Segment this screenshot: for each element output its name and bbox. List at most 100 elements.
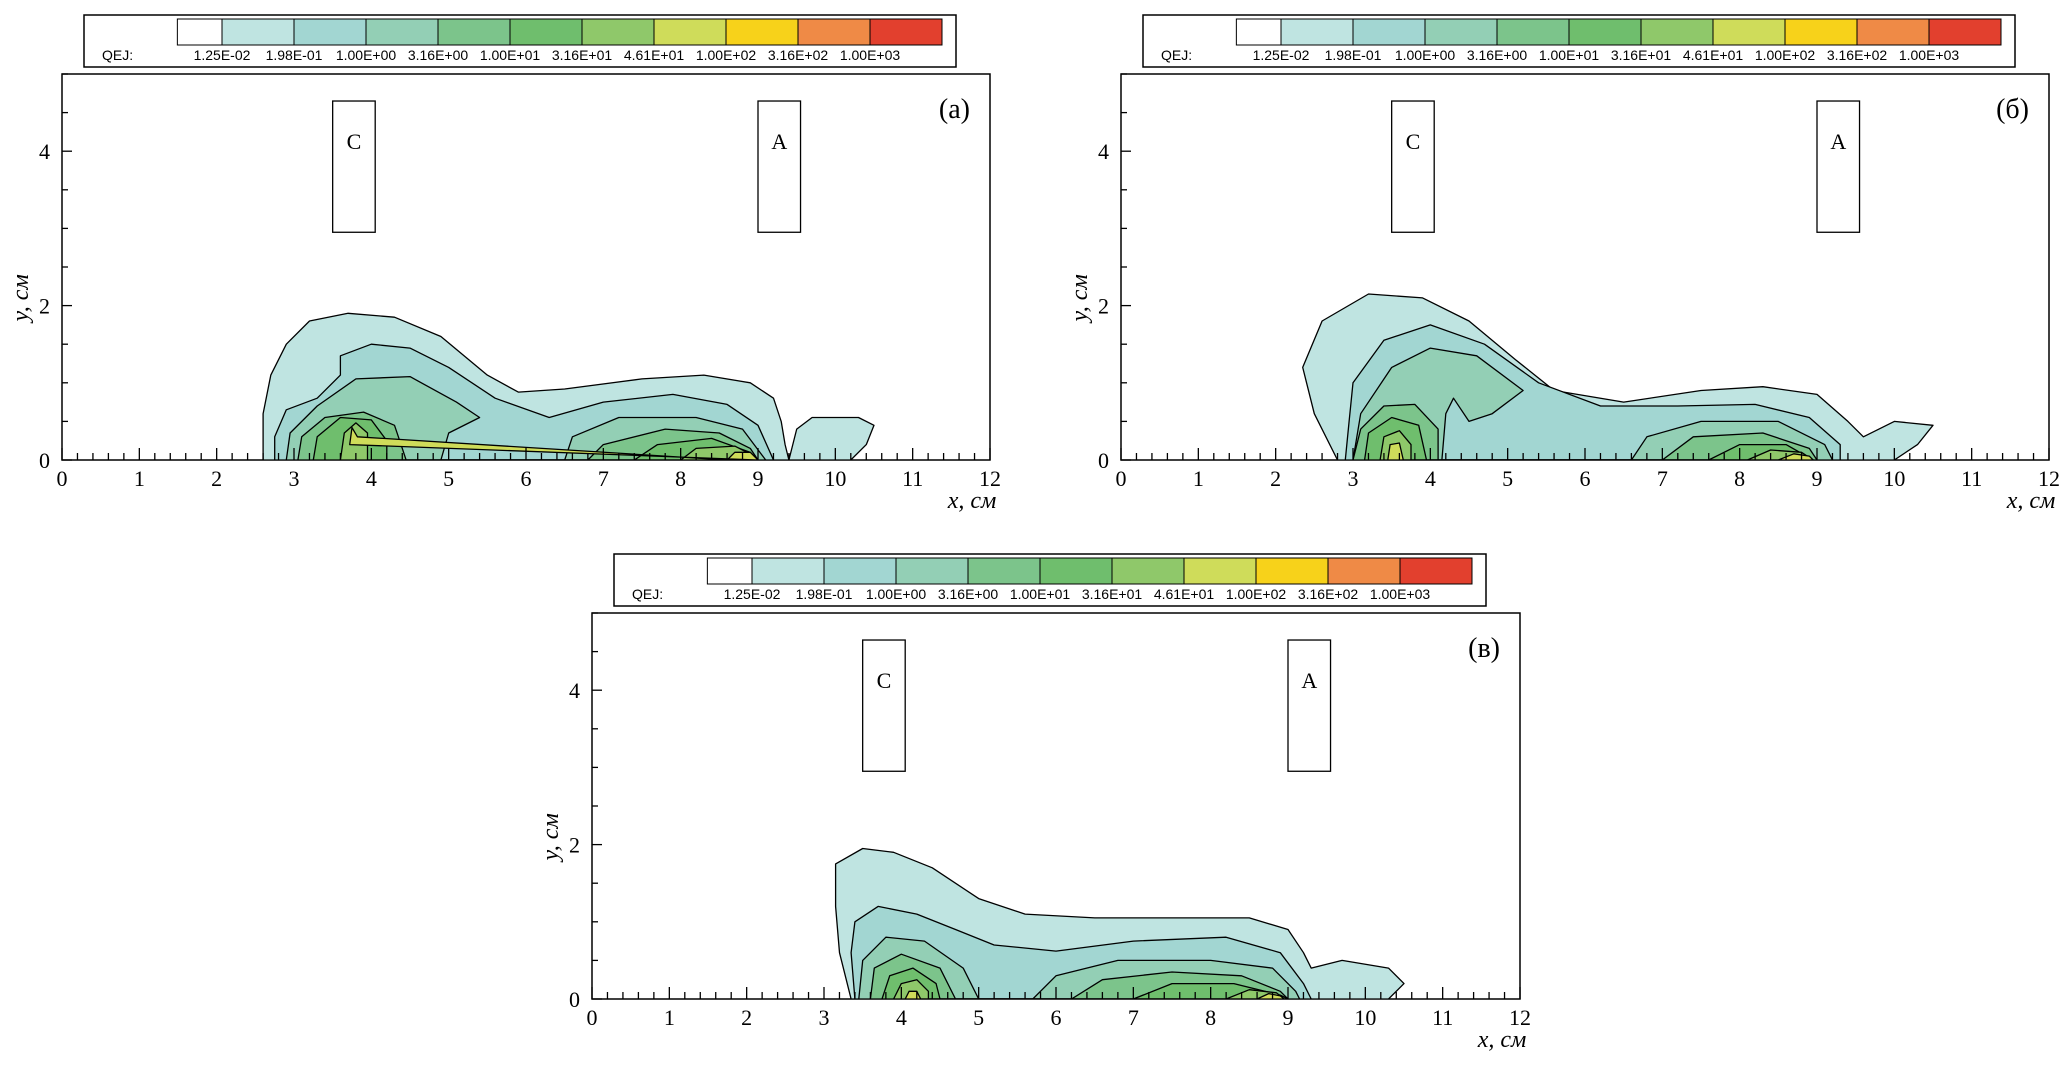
legend-title: QEJ:: [632, 586, 663, 602]
x-tick-label: 7: [1128, 1005, 1139, 1030]
x-axis-label: x, см: [947, 488, 997, 514]
legend-swatch: [1352, 18, 1426, 46]
legend-level-label: 1.98E-01: [266, 47, 323, 63]
legend-level-label: 3.16E+00: [938, 586, 999, 602]
electrode-c: [1391, 100, 1435, 233]
electrode-a: [1816, 100, 1861, 233]
legend-level-label: 1.98E-01: [796, 586, 853, 602]
y-axis-label: y, см: [8, 274, 34, 323]
x-tick-label: 7: [598, 466, 609, 491]
legend-swatch: [437, 18, 511, 46]
x-tick-label: 1: [134, 466, 145, 491]
legend-swatch: [797, 18, 871, 46]
legend-level-label: 3.16E+01: [1082, 586, 1143, 602]
legend-level-label: 1.00E+01: [1539, 47, 1600, 63]
legend-level-label: 3.16E+01: [552, 47, 613, 63]
legend-swatch: [725, 18, 799, 46]
legend-level-label: 1.00E+02: [1226, 586, 1287, 602]
legend-level-label: 3.16E+02: [768, 47, 829, 63]
x-tick-label: 3: [1348, 466, 1359, 491]
x-tick-label: 9: [1283, 1005, 1294, 1030]
legend-swatch: [293, 18, 367, 46]
x-tick-label: 5: [973, 1005, 984, 1030]
legend-swatch: [751, 557, 825, 585]
y-tick-label: 4: [1098, 139, 1109, 164]
contour-fields: [1302, 293, 1934, 460]
x-tick-label: 0: [587, 1005, 598, 1030]
legend-swatch: [1327, 557, 1401, 585]
x-axis-label: x, см: [1477, 1027, 1527, 1053]
panel-label: (а): [939, 94, 970, 125]
legend-swatch: [1183, 557, 1257, 585]
electrode-label: A: [1301, 668, 1317, 693]
legend-swatch: [1399, 557, 1473, 585]
legend-swatch: [895, 557, 969, 585]
x-tick-label: 8: [675, 466, 686, 491]
x-tick-label: 10: [1354, 1005, 1376, 1030]
x-tick-label: 6: [1051, 1005, 1062, 1030]
legend-level-label: 1.25E-02: [1253, 47, 1310, 63]
electrode-label: C: [1406, 129, 1421, 154]
legend-level-label: 4.61E+01: [1683, 47, 1744, 63]
x-tick-label: 12: [979, 466, 1001, 491]
electrode-c: [862, 639, 906, 772]
chart-panel-2: QEJ: 1.25E-02 1.98E-01 1.00E+00 3.16E+00 1.00…: [538, 553, 1531, 1053]
x-tick-label: 9: [1812, 466, 1823, 491]
x-tick-label: 2: [211, 466, 222, 491]
legend-level-label: 1.98E-01: [1325, 47, 1382, 63]
legend-level-label: 3.16E+00: [408, 47, 469, 63]
legend-swatch: [1640, 18, 1714, 46]
legend-swatch: [1235, 18, 1282, 46]
x-tick-label: 6: [521, 466, 532, 491]
legend-swatch: [1255, 557, 1329, 585]
x-tick-label: 0: [1116, 466, 1127, 491]
electrode-a: [757, 100, 802, 233]
legend-swatch: [967, 557, 1041, 585]
legend-level-label: 3.16E+02: [1298, 586, 1359, 602]
x-tick-label: 10: [1883, 466, 1905, 491]
x-tick-label: 12: [2038, 466, 2060, 491]
legend-level-label: 1.00E+03: [1899, 47, 1960, 63]
x-tick-label: 2: [741, 1005, 752, 1030]
x-tick-label: 1: [664, 1005, 675, 1030]
legend-swatch: [1111, 557, 1185, 585]
y-tick-label: 2: [569, 833, 580, 858]
x-tick-label: 8: [1205, 1005, 1216, 1030]
x-tick-label: 3: [289, 466, 300, 491]
x-tick-label: 11: [1961, 466, 1982, 491]
legend-level-label: 3.16E+02: [1827, 47, 1888, 63]
x-tick-label: 11: [1432, 1005, 1453, 1030]
y-axis-label: y, см: [1067, 274, 1093, 323]
legend-swatch: [823, 557, 897, 585]
contour-level-3: [1352, 403, 1818, 460]
legend-swatch: [869, 18, 943, 46]
legend-level-label: 1.00E+02: [696, 47, 757, 63]
legend-swatch: [1039, 557, 1113, 585]
legend-title: QEJ:: [1161, 47, 1192, 63]
color-scale-legend: QEJ: 1.25E-02 1.98E-01 1.00E+00 3.16E+00 1.00…: [613, 553, 1487, 607]
y-tick-label: 0: [1098, 448, 1109, 473]
legend-swatch: [221, 18, 295, 46]
legend-swatch: [581, 18, 655, 46]
contour-level-3: [297, 411, 759, 460]
contour-level-4: [881, 967, 1289, 999]
x-tick-label: 4: [366, 466, 377, 491]
contour-level-6: [904, 990, 1285, 999]
x-tick-label: 5: [1502, 466, 1513, 491]
legend-level-label: 1.00E+01: [1010, 586, 1071, 602]
legend-level-label: 1.25E-02: [194, 47, 251, 63]
x-tick-label: 12: [1509, 1005, 1531, 1030]
y-tick-label: 0: [569, 987, 580, 1012]
color-scale-legend: QEJ: 1.25E-02 1.98E-01 1.00E+00 3.16E+00 1.00…: [1142, 14, 2016, 68]
contour-level-6: [349, 426, 759, 460]
electrode-a: [1287, 639, 1332, 772]
chart-panel-0: QEJ: 1.25E-02 1.98E-01 1.00E+00 3.16E+00 1.00…: [8, 14, 1001, 514]
legend-level-label: 1.00E+03: [1370, 586, 1431, 602]
legend-swatch: [1856, 18, 1930, 46]
legend-swatch: [1784, 18, 1858, 46]
legend-swatch: [1568, 18, 1642, 46]
legend-level-label: 3.16E+01: [1611, 47, 1672, 63]
legend-level-label: 1.25E-02: [724, 586, 781, 602]
x-tick-label: 11: [902, 466, 923, 491]
contour-level-2: [1352, 347, 1834, 460]
